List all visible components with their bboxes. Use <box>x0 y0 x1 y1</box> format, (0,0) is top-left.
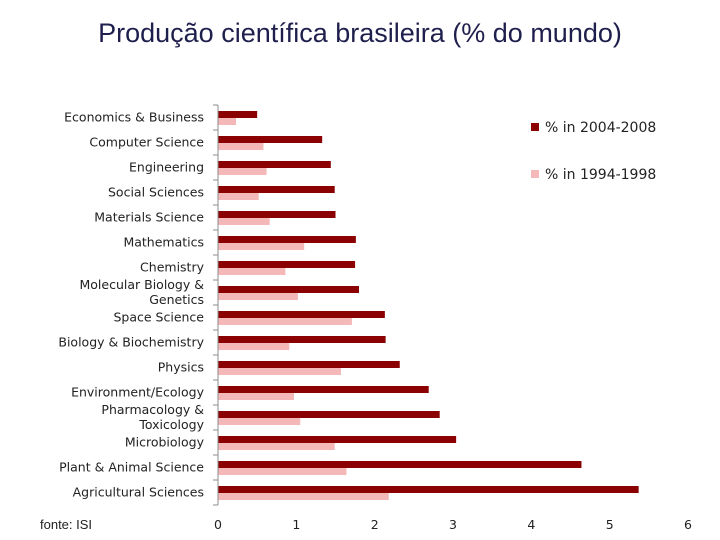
bar-past-5 <box>218 243 305 250</box>
bar-past-7 <box>218 293 298 300</box>
bar-past-13 <box>218 443 335 450</box>
bar-past-15 <box>218 493 389 500</box>
legend: % in 2004-2008 % in 1994-1998 <box>531 120 656 183</box>
category-label: Materials Science <box>94 210 204 225</box>
category-label-line: Biology & Biochemistry <box>58 335 204 350</box>
category-label: Space Science <box>113 310 204 325</box>
category-label-line: Microbiology <box>125 435 205 450</box>
axes-layer: Economics & Business Computer Science Engi… <box>58 104 692 532</box>
category-label-line: Plant & Animal Science <box>59 460 204 475</box>
category-label: Social Sciences <box>108 185 204 200</box>
category-label-line: Space Science <box>113 310 204 325</box>
bar-recent-6 <box>218 261 356 268</box>
bar-past-3 <box>218 193 259 200</box>
category-label-line: Environment/Ecology <box>71 385 205 400</box>
category-label-line: Molecular Biology & <box>79 277 204 292</box>
category-label: Physics <box>158 360 204 375</box>
bar-past-6 <box>218 268 286 275</box>
category-label: Mathematics <box>123 235 204 250</box>
bar-recent-0 <box>218 111 258 118</box>
legend-label-recent: % in 2004-2008 <box>545 120 656 136</box>
category-label: Computer Science <box>89 135 204 150</box>
bar-recent-14 <box>218 461 582 468</box>
category-label-line: Social Sciences <box>108 185 204 200</box>
x-tick-label: 6 <box>684 517 692 532</box>
category-label-line: Genetics <box>149 292 204 307</box>
bar-recent-11 <box>218 386 429 393</box>
x-tick-label: 0 <box>214 517 222 532</box>
bar-past-11 <box>218 393 294 400</box>
x-tick-label: 2 <box>371 517 379 532</box>
bar-recent-10 <box>218 361 400 368</box>
category-label-line: Pharmacology & <box>101 402 204 417</box>
category-label-line: Physics <box>158 360 204 375</box>
legend-label-past: % in 1994-1998 <box>545 167 656 183</box>
bar-recent-12 <box>218 411 440 418</box>
bar-past-4 <box>218 218 270 225</box>
bar-recent-5 <box>218 236 356 243</box>
category-label: Economics & Business <box>64 110 204 125</box>
category-label: Agricultural Sciences <box>73 485 204 500</box>
category-label: Microbiology <box>125 435 205 450</box>
bar-recent-15 <box>218 486 639 493</box>
category-label-line: Economics & Business <box>64 110 204 125</box>
x-tick-label: 1 <box>292 517 300 532</box>
bar-past-9 <box>218 343 290 350</box>
bar-past-14 <box>218 468 347 475</box>
category-label: Molecular Biology & Genetics <box>79 277 204 307</box>
category-label-line: Chemistry <box>140 260 205 275</box>
category-label: Environment/Ecology <box>71 385 205 400</box>
bar-past-1 <box>218 143 264 150</box>
x-tick-label: 3 <box>449 517 457 532</box>
bar-recent-2 <box>218 161 331 168</box>
bar-past-12 <box>218 418 301 425</box>
chart-title: Produção científica brasileira (% do mun… <box>98 18 622 48</box>
category-label: Biology & Biochemistry <box>58 335 204 350</box>
source-note: fonte: ISI <box>40 517 93 532</box>
category-label-line: Agricultural Sciences <box>73 485 204 500</box>
category-label-line: Materials Science <box>94 210 204 225</box>
bar-recent-8 <box>218 311 385 318</box>
bar-recent-4 <box>218 211 336 218</box>
bar-recent-9 <box>218 336 386 343</box>
bar-recent-13 <box>218 436 457 443</box>
category-label: Plant & Animal Science <box>59 460 204 475</box>
legend-swatch-past <box>531 170 539 178</box>
bar-past-2 <box>218 168 267 175</box>
category-label-line: Toxicology <box>138 417 204 432</box>
bar-recent-7 <box>218 286 359 293</box>
category-label-line: Computer Science <box>89 135 204 150</box>
bar-past-0 <box>218 118 237 125</box>
bar-past-10 <box>218 368 341 375</box>
bars-layer <box>218 111 639 500</box>
category-label: Chemistry <box>140 260 205 275</box>
bar-recent-3 <box>218 186 335 193</box>
bar-recent-1 <box>218 136 323 143</box>
legend-swatch-recent <box>531 123 539 131</box>
bar-past-8 <box>218 318 352 325</box>
category-label-line: Mathematics <box>123 235 204 250</box>
x-tick-label: 4 <box>527 517 535 532</box>
category-label: Engineering <box>129 160 204 175</box>
category-label-line: Engineering <box>129 160 204 175</box>
x-tick-label: 5 <box>606 517 614 532</box>
category-label: Pharmacology & Toxicology <box>101 402 204 432</box>
